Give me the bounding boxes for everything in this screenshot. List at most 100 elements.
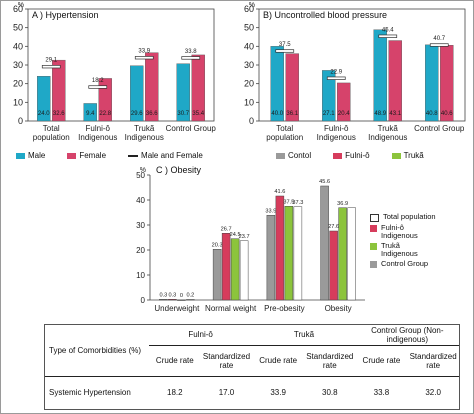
hypertension-category-label: Total — [43, 124, 60, 133]
hypertension-category-label: Indigenous — [125, 133, 164, 142]
uncontrolled-y-tick-label: 60 — [244, 4, 254, 14]
uncontrolled-category-label: population — [266, 133, 303, 142]
legend-item-female: Female — [67, 151, 106, 160]
table-group-fulnio: Fulni-ô — [149, 325, 253, 346]
hypertension-bar-male — [130, 65, 144, 122]
hypertension-y-tick-label: 10 — [13, 97, 23, 107]
legend-label-male-and-female: Male and Female — [141, 151, 203, 160]
uncontrolled-category-label: Control Group — [414, 124, 465, 133]
uncontrolled-marker-male-and-female — [378, 34, 398, 38]
obesity-bar-fulnio — [221, 233, 231, 301]
hypertension-bar-label-female: 35.4 — [192, 111, 204, 117]
uncontrolled-bar-male — [425, 44, 439, 122]
hypertension-bar-label-male: 29.6 — [131, 111, 143, 117]
hypertension-bar-label-male: 30.7 — [177, 111, 189, 117]
legend-item-fulnio-indigenous: Fulni-ô Indigenous — [370, 224, 439, 240]
hypertension-marker-male-and-female — [41, 65, 61, 69]
legend-label-male: Male — [28, 151, 46, 160]
table-subheader: Crude rate — [259, 356, 298, 366]
uncontrolled-bar-label-male: 48.9 — [374, 111, 386, 117]
legend-item-truka: Trukã — [391, 151, 424, 160]
obesity-bar-fulnio — [168, 299, 177, 301]
legend-label-fulnio-indigenous: Fulni-ô Indigenous — [381, 223, 418, 240]
legend-label-contol: Contol — [288, 151, 312, 160]
hypertension-marker-label: 33.8 — [185, 49, 197, 55]
table-subheader: Crude rate — [362, 356, 401, 366]
comorbidities-table: Type of Comorbidities (%) Fulni-ô Trukã … — [44, 324, 460, 410]
uncontrolled-bar-label-female: 43.1 — [389, 111, 401, 117]
legend-label-total: Total population — [383, 212, 436, 221]
obesity-category-label: Obesity — [325, 304, 352, 313]
hypertension-category-label: Control Group — [166, 124, 217, 133]
obesity-bar-label: 41.6 — [274, 189, 285, 195]
uncontrolled-category-label: Trukã — [378, 124, 399, 133]
legend-swatch-fulnio — [333, 152, 343, 159]
legend-item-fulnio: Fulni-ô — [333, 151, 370, 160]
table-row-label: Systemic Hypertension — [45, 375, 149, 409]
table-row-header: Type of Comorbidities (%) — [49, 345, 142, 355]
hypertension-bar-label-female: 22.8 — [99, 111, 111, 117]
obesity-bar-total — [186, 299, 195, 301]
hypertension-marker-label: 18.2 — [92, 78, 104, 84]
hypertension-y-tick-label: 0 — [18, 116, 23, 126]
obesity-bar-label: 24.5 — [230, 232, 241, 238]
uncontrolled-y-tick-label: 0 — [249, 116, 254, 126]
legend-item-contol: Contol — [276, 151, 311, 160]
hypertension-bar-label-female: 32.6 — [53, 111, 65, 117]
obesity-y-axis-label: % — [140, 167, 146, 174]
table-subheader: Standardized rate — [306, 351, 354, 370]
uncontrolled-marker-label: 37.5 — [279, 42, 291, 48]
legend-label-fulnio: Fulni-ô — [345, 151, 370, 160]
legend-item-male-and-female: Male and Female — [128, 151, 203, 160]
obesity-bar-label: 26.7 — [221, 226, 232, 232]
table-subheader: Crude rate — [155, 356, 194, 366]
legend-item-total: Total population — [370, 213, 439, 222]
legend-label-control-group: Control Group — [381, 259, 429, 268]
uncontrolled-marker-male-and-female — [275, 49, 295, 53]
obesity-bar-label: 0.2 — [186, 293, 194, 299]
hypertension-bar-label-male: 24.0 — [38, 111, 50, 117]
uncontrolled-y-tick-label: 40 — [244, 41, 254, 51]
legend-swatch-total — [370, 214, 379, 222]
table-group-truka: Trukã — [252, 325, 356, 346]
uncontrolled-bar-female — [285, 53, 299, 122]
obesity-bar-fulnio — [275, 195, 285, 301]
uncontrolled-category-label: Fulni-ô — [324, 124, 349, 133]
uncontrolled-bar-male — [322, 70, 336, 122]
obesity-y-tick-label: 30 — [136, 221, 145, 230]
uncontrolled-category-label: Total — [276, 124, 293, 133]
obesity-bar-label: 0.3 — [168, 292, 176, 298]
legend-hypertension: Male Female Male and Female — [16, 151, 221, 160]
obesity-bar-truka — [177, 299, 186, 301]
uncontrolled-marker-male-and-female — [326, 76, 346, 80]
hypertension-bar-male — [176, 63, 190, 122]
legend-item-male: Male — [16, 151, 45, 160]
hypertension-y-tick-label: 40 — [13, 41, 23, 51]
obesity-category-label: Normal weight — [205, 304, 257, 313]
obesity-title: C ) Obesity — [156, 165, 202, 175]
hypertension-y-tick-label: 20 — [13, 79, 23, 89]
hypertension-y-tick-label: 50 — [13, 23, 23, 33]
hypertension-title: A ) Hypertension — [32, 10, 99, 20]
hypertension-bar-female — [98, 78, 112, 122]
uncontrolled-bar-female — [440, 45, 454, 122]
legend-swatch-truka-indigenous — [370, 243, 377, 250]
obesity-bar-label: 0 — [180, 293, 183, 299]
uncontrolled-bar-label-male: 27.1 — [323, 111, 335, 117]
table-cell: 33.9 — [252, 375, 304, 409]
uncontrolled-y-tick-label: 30 — [244, 60, 254, 70]
obesity-bar-truka — [230, 238, 240, 301]
hypertension-marker-label: 33.9 — [138, 49, 150, 55]
obesity-y-tick-label: 0 — [141, 296, 146, 305]
hypertension-category-label: Trukã — [134, 124, 155, 133]
uncontrolled-marker-label: 45.4 — [382, 27, 394, 33]
obesity-y-tick-label: 10 — [136, 271, 145, 280]
obesity-bar-label: 23.7 — [239, 234, 250, 240]
obesity-category-label: Pre-obesity — [264, 304, 304, 313]
uncontrolled-bar-label-female: 36.1 — [286, 111, 298, 117]
hypertension-y-axis-label: % — [18, 2, 24, 9]
obesity-bar-total — [347, 207, 356, 301]
uncontrolled-y-axis-label: % — [249, 2, 255, 9]
obesity-category-label: Underweight — [154, 304, 200, 313]
